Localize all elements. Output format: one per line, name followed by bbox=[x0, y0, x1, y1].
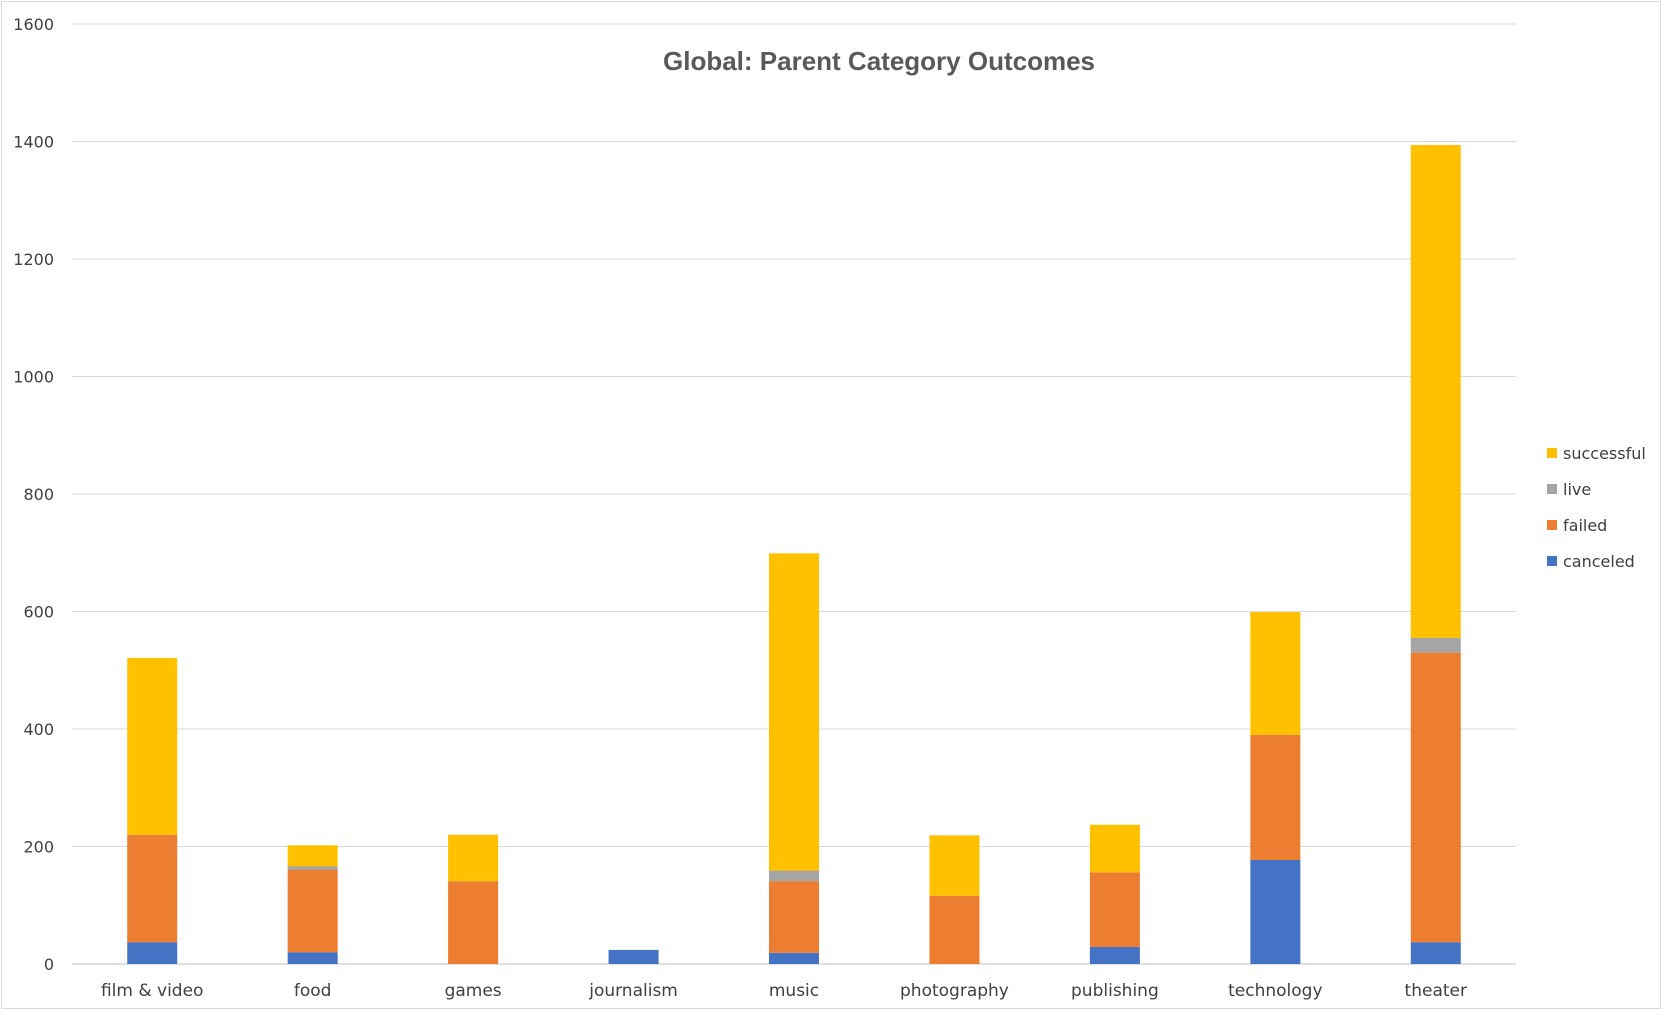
bar-segment-failed bbox=[287, 870, 338, 953]
x-category-label: technology bbox=[1228, 981, 1322, 1001]
bar-segment-failed bbox=[1250, 734, 1301, 861]
x-category-label: photography bbox=[900, 981, 1009, 1001]
bars bbox=[127, 145, 1461, 964]
bar-segment-successful bbox=[1250, 612, 1301, 735]
y-tick-label: 200 bbox=[23, 838, 54, 857]
legend-swatch-canceled bbox=[1547, 556, 1557, 566]
bar-segment-successful bbox=[1410, 145, 1461, 638]
x-axis-categories: film & video food games journalism music phot… bbox=[101, 981, 1467, 1001]
legend-label-successful: successful bbox=[1563, 444, 1646, 463]
y-tick-label: 600 bbox=[23, 603, 54, 622]
bar-segment-successful bbox=[287, 845, 338, 867]
bar-segment-successful bbox=[127, 657, 178, 835]
y-tick-label: 1000 bbox=[13, 368, 54, 387]
x-category-label: games bbox=[445, 981, 502, 1001]
bar-segment-successful bbox=[1089, 824, 1140, 873]
legend-swatch-live bbox=[1547, 484, 1557, 494]
y-tick-label: 1200 bbox=[13, 250, 54, 269]
bar-segment-canceled bbox=[1250, 860, 1301, 964]
legend-label-failed: failed bbox=[1563, 516, 1607, 535]
y-tick-label: 0 bbox=[44, 955, 54, 974]
bar-segment-live bbox=[287, 866, 338, 870]
bar-segment-canceled bbox=[769, 952, 819, 964]
bar-segment-failed bbox=[448, 881, 499, 964]
y-axis-ticks: 0 200 400 600 800 1000 1200 1400 1600 bbox=[13, 15, 54, 974]
bar-segment-failed bbox=[1410, 652, 1461, 943]
bar-segment-failed bbox=[769, 881, 819, 953]
bar-segment-failed bbox=[1089, 872, 1140, 947]
x-category-label: publishing bbox=[1071, 981, 1159, 1001]
bar-segment-live bbox=[1410, 637, 1461, 653]
x-category-label: food bbox=[294, 981, 332, 1001]
bar-segment-canceled bbox=[127, 942, 178, 964]
bar-segment-failed bbox=[127, 834, 178, 943]
legend-label-canceled: canceled bbox=[1563, 552, 1635, 571]
legend-swatch-failed bbox=[1547, 520, 1557, 530]
legend: successful live failed canceled bbox=[1547, 444, 1646, 571]
x-category-label: journalism bbox=[588, 981, 678, 1001]
bar-segment-canceled bbox=[1089, 946, 1140, 964]
y-tick-label: 1400 bbox=[13, 133, 54, 152]
bar-segment-failed bbox=[929, 895, 980, 964]
bar-segment-canceled bbox=[287, 952, 338, 964]
legend-label-live: live bbox=[1563, 480, 1591, 499]
bar-segment-live bbox=[769, 870, 819, 882]
y-tick-label: 400 bbox=[23, 720, 54, 739]
x-category-label: music bbox=[769, 981, 819, 1001]
legend-swatch-successful bbox=[1547, 448, 1557, 458]
chart-title: Global: Parent Category Outcomes bbox=[663, 46, 1095, 76]
bar-segment-canceled bbox=[608, 949, 659, 964]
bar-segment-successful bbox=[769, 553, 819, 871]
bar-segment-canceled bbox=[1410, 942, 1461, 964]
x-category-label: film & video bbox=[101, 981, 204, 1001]
bar-segment-successful bbox=[929, 835, 980, 896]
y-tick-label: 800 bbox=[23, 485, 54, 504]
y-tick-label: 1600 bbox=[13, 15, 54, 34]
bar-segment-successful bbox=[448, 834, 499, 882]
x-category-label: theater bbox=[1405, 981, 1467, 1001]
